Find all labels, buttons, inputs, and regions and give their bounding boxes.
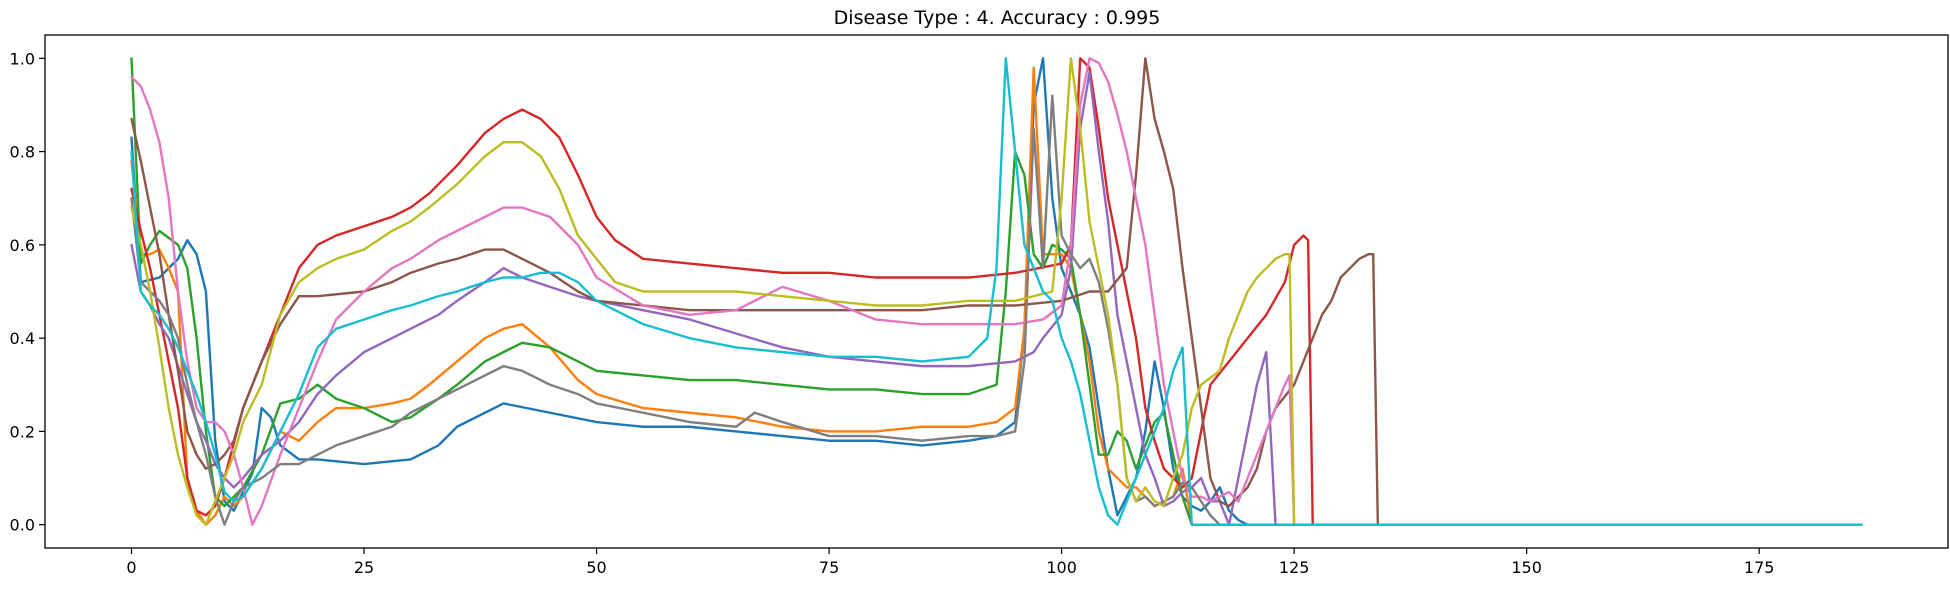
series-line-6 bbox=[130, 57, 1863, 526]
chart-title: Disease Type : 4. Accuracy : 0.995 bbox=[834, 7, 1161, 29]
series-line-1 bbox=[130, 57, 1863, 526]
x-tick-label: 50 bbox=[586, 558, 606, 577]
series-line-2 bbox=[130, 66, 1863, 526]
y-tick-label: 0.0 bbox=[10, 516, 35, 535]
x-tick-label: 175 bbox=[1744, 558, 1775, 577]
series-group bbox=[130, 57, 1863, 526]
plot-area: 0 25 50 75 100 125 150 175 0.0 0.2 0.4 0.6 0.8 1.0 bbox=[10, 34, 1949, 577]
plot-frame bbox=[44, 34, 1949, 549]
x-tick-label: 100 bbox=[1046, 558, 1077, 577]
y-tick-label: 0.4 bbox=[10, 329, 35, 348]
y-tick-label: 0.6 bbox=[10, 236, 35, 255]
x-tick-label: 125 bbox=[1279, 558, 1310, 577]
y-tick-label: 0.2 bbox=[10, 422, 35, 441]
x-tick-label: 25 bbox=[354, 558, 374, 577]
series-line-7 bbox=[130, 57, 1863, 526]
series-line-9 bbox=[130, 57, 1863, 526]
series-line-10 bbox=[130, 57, 1863, 526]
series-line-5 bbox=[130, 71, 1863, 526]
series-line-4 bbox=[130, 57, 1863, 526]
x-tick-label: 0 bbox=[126, 558, 136, 577]
y-tick-label: 1.0 bbox=[10, 49, 35, 68]
x-tick-label: 75 bbox=[819, 558, 839, 577]
y-tick-label: 0.8 bbox=[10, 143, 35, 162]
series-line-3 bbox=[130, 57, 1863, 526]
x-tick-label: 150 bbox=[1511, 558, 1542, 577]
